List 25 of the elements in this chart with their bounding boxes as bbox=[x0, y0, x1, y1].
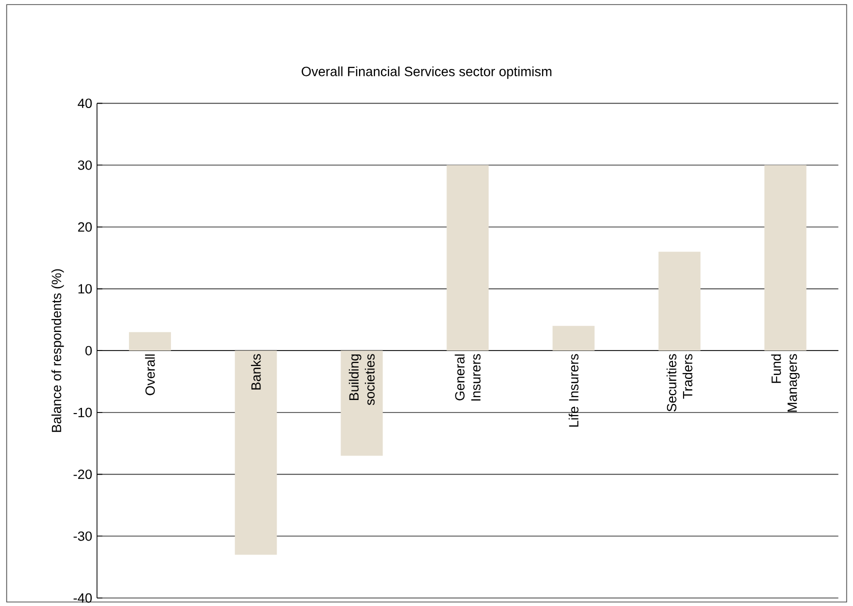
y-tick-label: -30 bbox=[74, 531, 92, 541]
x-tick-label: Building societies bbox=[348, 354, 375, 406]
y-tick-label: -10 bbox=[74, 408, 92, 418]
bar bbox=[340, 350, 383, 456]
chart-title: Overall Financial Services sector optimism bbox=[302, 66, 552, 79]
bar bbox=[552, 326, 595, 351]
x-tick-label: Life Insurers bbox=[568, 354, 578, 427]
bar bbox=[128, 332, 171, 351]
bar bbox=[764, 165, 806, 351]
y-tick-label: -40 bbox=[74, 593, 92, 603]
x-tick-label: Overall bbox=[145, 354, 155, 396]
x-tick-label: Securities Traders bbox=[666, 354, 692, 412]
x-tick-label: General Insurers bbox=[454, 354, 481, 401]
y-tick-label: 0 bbox=[85, 346, 92, 356]
y-tick-label: 40 bbox=[78, 98, 92, 108]
bar bbox=[234, 350, 277, 555]
y-axis-title: Balance of respondents (%) bbox=[51, 269, 64, 432]
x-tick-label: Banks bbox=[250, 354, 261, 390]
y-tick-label: 10 bbox=[78, 284, 92, 294]
x-tick-label: Fund Managers bbox=[771, 354, 800, 412]
bar bbox=[658, 252, 700, 351]
y-tick-label: 20 bbox=[78, 222, 92, 232]
y-tick-label: -20 bbox=[74, 470, 92, 480]
bar bbox=[446, 165, 489, 351]
y-tick-label: 30 bbox=[78, 160, 92, 170]
